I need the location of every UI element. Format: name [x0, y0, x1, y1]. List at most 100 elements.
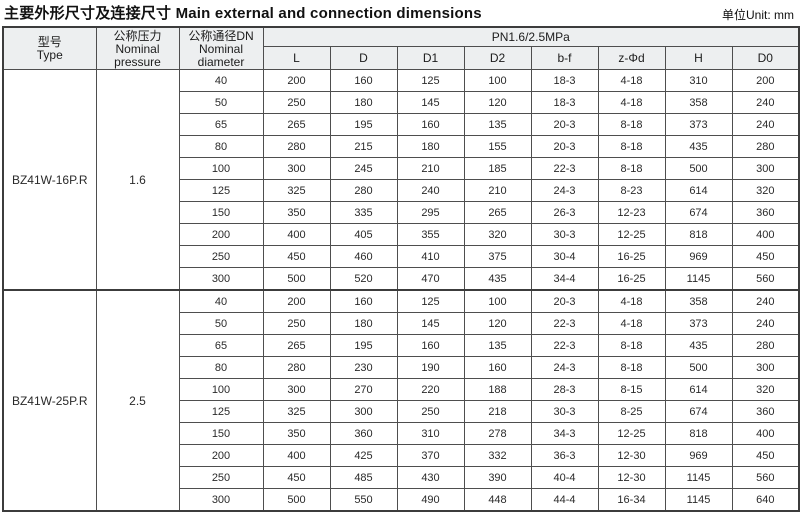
table-row: 50 250 180 145 120 22-3 4-18 373 240 [3, 312, 800, 335]
dim-value-cell: 100 [463, 289, 532, 313]
dim-value-cell: 450 [262, 466, 331, 489]
dim-value-cell: 520 [329, 267, 398, 291]
dim-value-cell: 160 [396, 334, 465, 357]
dim-value-cell: 215 [329, 135, 398, 158]
table-row: 80 280 230 190 160 24-3 8-18 500 300 [3, 356, 800, 379]
dim-value-cell: 320 [731, 179, 800, 202]
dim-value-cell: 155 [463, 135, 532, 158]
table-row: 65 265 195 160 135 22-3 8-18 435 280 [3, 334, 800, 357]
dim-value-cell: 405 [329, 223, 398, 246]
dim-value-cell: 220 [396, 378, 465, 401]
dim-value-cell: 230 [329, 356, 398, 379]
dim-value-cell: 250 [262, 91, 331, 114]
dim-value-cell: 190 [396, 356, 465, 379]
dim-value-cell: 280 [262, 135, 331, 158]
table-row: 100 300 245 210 185 22-3 8-18 500 300 [3, 157, 800, 180]
dim-value-cell: 614 [664, 378, 733, 401]
dim-value-cell: 300 [329, 400, 398, 423]
dim-value-cell: 360 [329, 422, 398, 445]
title-bar: 主要外形尺寸及连接尺寸 Main external and connection… [0, 0, 800, 26]
dim-value-cell: 400 [262, 444, 331, 467]
dim-value-cell: 674 [664, 201, 733, 224]
dim-value-cell: 44-4 [530, 488, 599, 512]
dim-value-cell: 360 [731, 201, 800, 224]
dim-value-cell: 8-25 [597, 400, 666, 423]
dim-value-cell: 280 [329, 179, 398, 202]
header-row-top: 型号 Type 公称压力 Nominal pressure 公称通径DN Nom… [2, 26, 800, 70]
dim-value-cell: 8-18 [597, 356, 666, 379]
dim-value-cell: 280 [731, 334, 800, 357]
dim-value-cell: 390 [463, 466, 532, 489]
dn-cell: 100 [178, 378, 264, 401]
dim-value-cell: 435 [463, 267, 532, 291]
dim-value-cell: 265 [262, 334, 331, 357]
dim-value-cell: 180 [396, 135, 465, 158]
table-row: 250 450 485 430 390 40-4 12-30 1145 560 [3, 466, 800, 489]
dim-value-cell: 560 [731, 267, 800, 291]
dim-value-cell: 22-3 [530, 157, 599, 180]
table-row: 300 500 550 490 448 44-4 16-34 1145 640 [3, 488, 800, 512]
dim-value-cell: 355 [396, 223, 465, 246]
header-dim-D0: D0 [731, 46, 800, 70]
dim-value-cell: 125 [396, 69, 465, 92]
dim-value-cell: 240 [731, 289, 800, 313]
dn-cell: 125 [178, 400, 264, 423]
dim-value-cell: 120 [463, 312, 532, 335]
dim-value-cell: 12-30 [597, 466, 666, 489]
unit-label: 单位Unit: mm [721, 8, 794, 22]
dim-value-cell: 100 [463, 69, 532, 92]
type-cell: BZ41W-16P.R [2, 69, 97, 291]
dim-value-cell: 160 [329, 289, 398, 313]
dim-value-cell: 1145 [664, 488, 733, 512]
dim-value-cell: 278 [463, 422, 532, 445]
dim-value-cell: 373 [664, 113, 733, 136]
header-diameter-en1: Nominal [198, 41, 243, 56]
dim-value-cell: 210 [396, 157, 465, 180]
dim-value-cell: 265 [262, 113, 331, 136]
dim-value-cell: 425 [329, 444, 398, 467]
dim-value-cell: 640 [731, 488, 800, 512]
dim-value-cell: 300 [262, 157, 331, 180]
dim-value-cell: 335 [329, 201, 398, 224]
dim-value-cell: 325 [262, 179, 331, 202]
dim-value-cell: 300 [262, 378, 331, 401]
header-dim-zd: z-Φd [597, 46, 666, 70]
dim-value-cell: 400 [731, 223, 800, 246]
dim-value-cell: 135 [463, 113, 532, 136]
dim-value-cell: 1145 [664, 466, 733, 489]
table-row: 125 325 300 250 218 30-3 8-25 674 360 [3, 400, 800, 423]
dim-value-cell: 22-3 [530, 334, 599, 357]
dim-value-cell: 195 [329, 113, 398, 136]
dim-value-cell: 18-3 [530, 91, 599, 114]
dn-cell: 150 [178, 422, 264, 445]
dim-value-cell: 145 [396, 91, 465, 114]
dim-value-cell: 200 [262, 289, 331, 313]
dim-value-cell: 360 [731, 400, 800, 423]
dim-value-cell: 560 [731, 466, 800, 489]
dimensions-table: 型号 Type 公称压力 Nominal pressure 公称通径DN Nom… [2, 26, 800, 512]
dn-cell: 65 [178, 334, 264, 357]
dim-value-cell: 295 [396, 201, 465, 224]
dim-value-cell: 320 [731, 378, 800, 401]
dim-value-cell: 450 [731, 444, 800, 467]
dim-value-cell: 448 [463, 488, 532, 512]
dim-value-cell: 180 [329, 312, 398, 335]
table-row: 300 500 520 470 435 34-4 16-25 1145 560 [3, 267, 800, 291]
dim-value-cell: 490 [396, 488, 465, 512]
dim-value-cell: 12-23 [597, 201, 666, 224]
dim-value-cell: 26-3 [530, 201, 599, 224]
dim-value-cell: 1145 [664, 267, 733, 291]
dn-cell: 200 [178, 223, 264, 246]
header-dim-H: H [664, 46, 733, 70]
dim-value-cell: 969 [664, 245, 733, 268]
dim-value-cell: 24-3 [530, 356, 599, 379]
dim-value-cell: 24-3 [530, 179, 599, 202]
table-row: BZ41W-16P.R 1.6 40 200 160 125 100 18-3 4-18 310 2… [2, 69, 800, 291]
dim-value-cell: 250 [396, 400, 465, 423]
page-title: 主要外形尺寸及连接尺寸 Main external and connection… [4, 5, 482, 22]
header-diameter-en2: diameter [197, 54, 245, 69]
header-dim-D1: D1 [396, 46, 465, 70]
dim-value-cell: 8-15 [597, 378, 666, 401]
table-body: BZ41W-16P.R 1.6 40 200 160 125 100 18-3 4-18 310 2… [2, 69, 800, 512]
dim-value-cell: 818 [664, 223, 733, 246]
